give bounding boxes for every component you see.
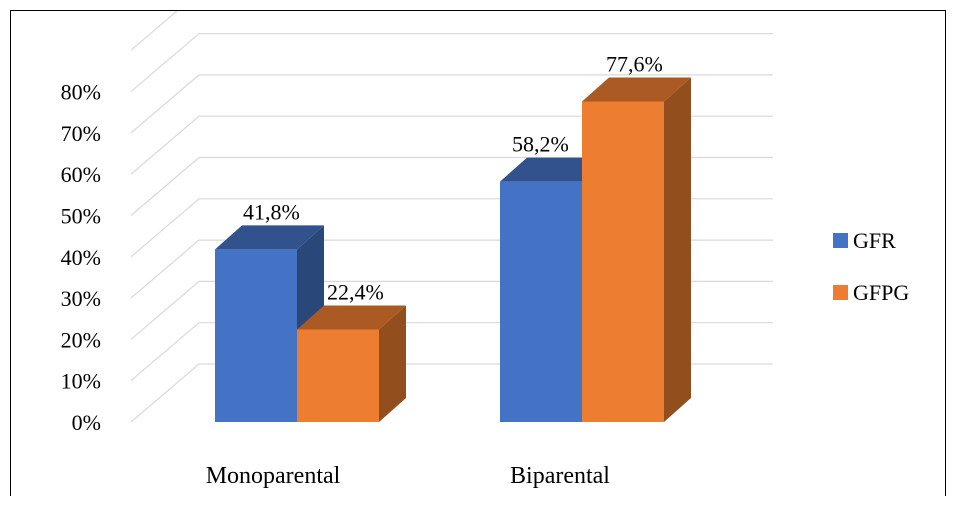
- legend-label: GFPG: [853, 280, 909, 305]
- y-tick-label: 10%: [61, 369, 101, 394]
- bar-side-face: [379, 305, 406, 422]
- gridline: [130, 74, 773, 134]
- legend-label: GFR: [853, 228, 896, 253]
- bar-front-face: [582, 101, 664, 423]
- bars: [215, 77, 691, 423]
- bar-side-face: [664, 77, 691, 423]
- y-tick-label: 70%: [61, 121, 101, 146]
- y-tick-label: 0%: [72, 410, 101, 435]
- gridline: [130, 115, 773, 175]
- gridline: [130, 11, 179, 51]
- y-tick-label: 80%: [61, 80, 101, 105]
- bar-gfr-monoparental: [215, 225, 324, 422]
- y-tick-label: 40%: [61, 245, 101, 270]
- legend: GFR GFPG: [833, 228, 909, 305]
- bar-front-face: [500, 181, 582, 422]
- x-category-label: Biparental: [510, 463, 610, 489]
- y-axis-tick-labels: 0% 10% 20% 30% 40% 50% 60% 70% 80%: [61, 80, 101, 435]
- bar-top-face: [500, 157, 609, 182]
- gridline: [130, 156, 773, 216]
- bar-top-face: [582, 77, 691, 102]
- data-labels: 41,8% 22,4% 58,2% 77,6%: [243, 52, 663, 305]
- y-tick-label: 20%: [61, 327, 101, 352]
- bar-top-face: [215, 225, 324, 250]
- y-tick-label: 50%: [61, 204, 101, 229]
- legend-swatch: [833, 233, 848, 248]
- bar-top-face: [297, 305, 406, 330]
- x-axis-category-labels: Monoparental Biparental: [206, 463, 611, 489]
- data-label: 58,2%: [512, 132, 569, 157]
- bar-gfpg-biparental: [582, 77, 691, 423]
- x-category-label: Monoparental: [206, 463, 341, 489]
- y-tick-label: 30%: [61, 286, 101, 311]
- legend-swatch: [833, 285, 848, 300]
- chart-frame: 0% 10% 20% 30% 40% 50% 60% 70% 80% 41,8% 22,4% 58,…: [10, 10, 946, 496]
- bar-gfpg-monoparental: [297, 305, 406, 422]
- gridline: [130, 33, 773, 93]
- data-label: 41,8%: [243, 199, 300, 224]
- bar-front-face: [297, 329, 379, 422]
- gridlines: [130, 11, 773, 423]
- data-label: 22,4%: [327, 279, 384, 304]
- y-tick-label: 60%: [61, 162, 101, 187]
- bar-front-face: [215, 249, 297, 422]
- data-label: 77,6%: [606, 52, 663, 77]
- bar-chart-3d: 0% 10% 20% 30% 40% 50% 60% 70% 80% 41,8% 22,4% 58,…: [61, 11, 909, 489]
